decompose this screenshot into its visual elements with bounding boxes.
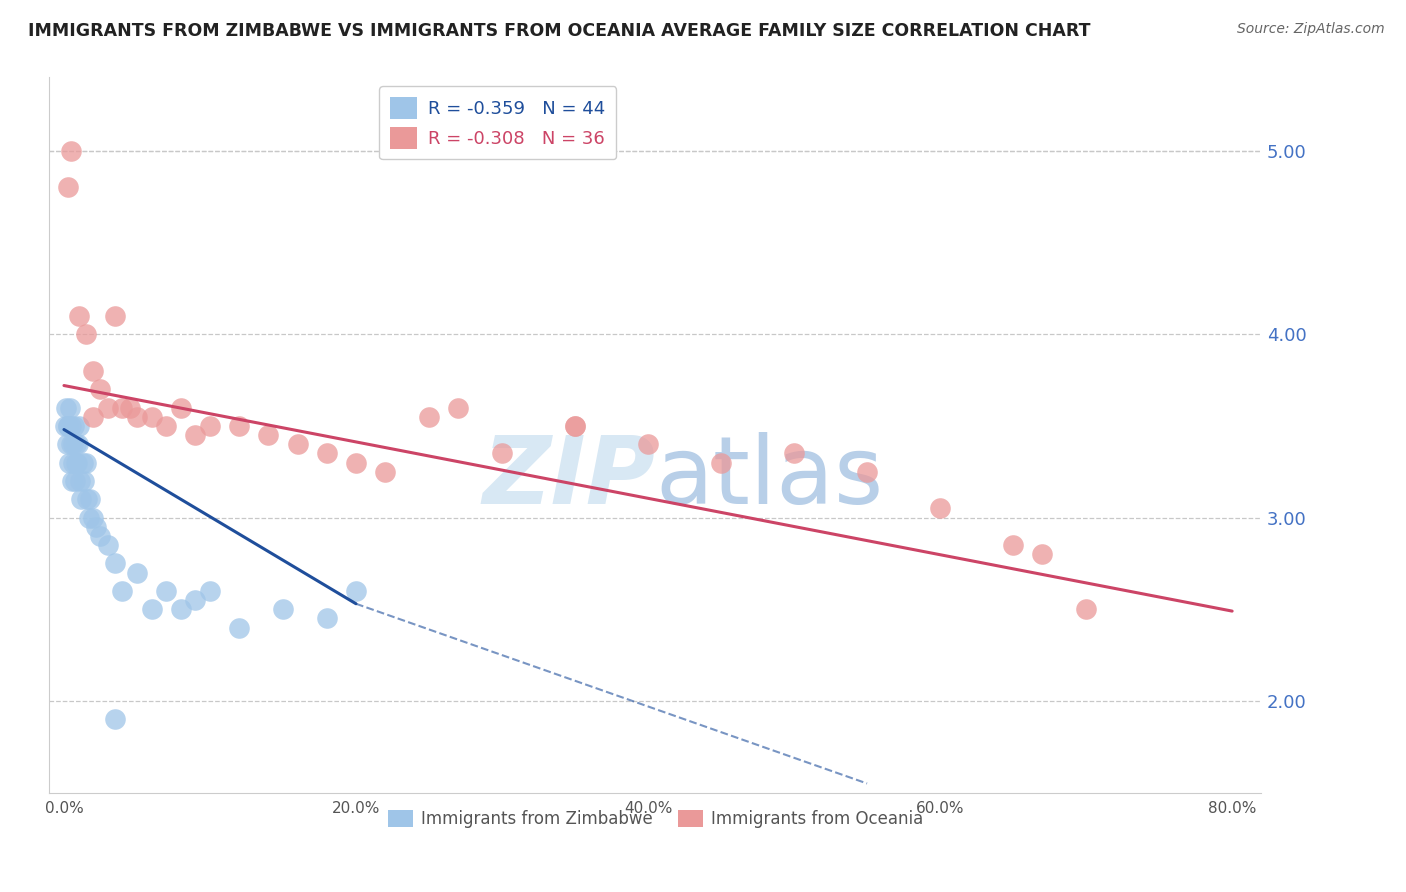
Point [856,465,879,479]
Point [491,446,513,460]
Point [89,529,111,543]
Point [1002,538,1025,552]
Point [315,611,337,625]
Text: Source: ZipAtlas.com: Source: ZipAtlas.com [1237,22,1385,37]
Point [56,437,79,451]
Point [287,437,309,451]
Point [67,418,90,433]
Legend: Immigrants from Zimbabwe, Immigrants from Oceania: Immigrants from Zimbabwe, Immigrants fro… [381,803,929,834]
Point [97,538,120,552]
Point [1031,547,1053,561]
Point [66,437,89,451]
Point [76,492,98,507]
Point [141,602,163,616]
Point [111,583,134,598]
Point [60,418,83,433]
Point [155,583,177,598]
Point [62,456,84,470]
Point [77,510,100,524]
Point [637,437,659,451]
Point [82,409,104,424]
Point [155,418,177,433]
Point [125,566,148,580]
Point [89,382,111,396]
Point [447,401,470,415]
Point [111,401,134,415]
Point [63,474,86,488]
Point [75,456,97,470]
Point [710,456,733,470]
Point [228,621,250,635]
Point [344,456,367,470]
Point [170,401,193,415]
Point [104,557,127,571]
Point [315,446,337,460]
Point [59,401,82,415]
Point [97,401,120,415]
Point [65,437,87,451]
Text: IMMIGRANTS FROM ZIMBABWE VS IMMIGRANTS FROM OCEANIA AVERAGE FAMILY SIZE CORRELAT: IMMIGRANTS FROM ZIMBABWE VS IMMIGRANTS F… [28,22,1091,40]
Text: ZIP: ZIP [482,432,655,524]
Point [63,418,86,433]
Point [70,492,93,507]
Point [228,418,250,433]
Point [184,428,207,442]
Point [82,364,104,378]
Point [564,418,586,433]
Point [271,602,294,616]
Point [69,474,91,488]
Point [55,401,77,415]
Point [82,510,104,524]
Point [56,418,79,433]
Point [58,180,80,194]
Point [60,474,83,488]
Point [198,418,221,433]
Point [104,712,127,726]
Point [141,409,163,424]
Point [75,327,97,342]
Point [184,593,207,607]
Point [65,456,87,470]
Point [73,474,96,488]
Point [79,492,101,507]
Point [1074,602,1097,616]
Text: atlas: atlas [655,432,883,524]
Point [125,409,148,424]
Point [374,465,396,479]
Point [60,144,83,158]
Point [58,418,80,433]
Point [118,401,141,415]
Point [66,456,89,470]
Point [104,309,127,323]
Point [72,456,94,470]
Point [929,501,952,516]
Point [564,418,586,433]
Point [344,583,367,598]
Point [198,583,221,598]
Point [783,446,806,460]
Point [55,418,77,433]
Point [170,602,193,616]
Point [257,428,280,442]
Point [418,409,440,424]
Point [59,437,82,451]
Point [84,520,107,534]
Point [67,309,90,323]
Point [62,437,84,451]
Point [58,456,80,470]
